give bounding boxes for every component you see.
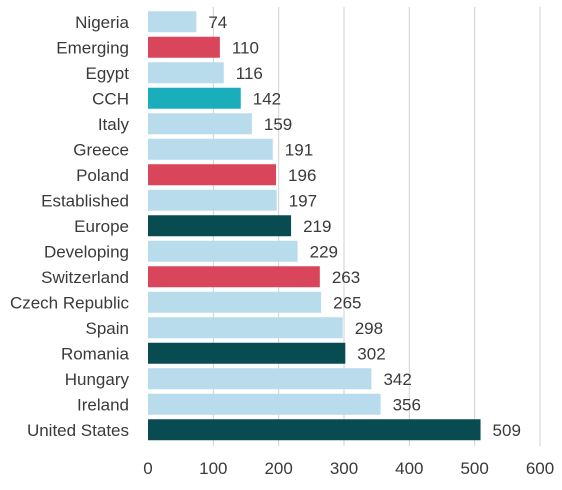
bar-cch	[148, 87, 241, 109]
bar-emerging	[148, 36, 220, 58]
value-label: 159	[264, 115, 292, 134]
value-label: 229	[310, 242, 338, 261]
value-label: 110	[232, 38, 259, 57]
bar-established	[148, 189, 277, 211]
category-labels: Nigeria Emerging Egypt CCH Italy Greece Poland…	[10, 13, 130, 440]
category-label: Italy	[98, 115, 130, 134]
bar-czech-republic	[148, 291, 322, 313]
bars	[148, 11, 481, 441]
category-label: Romania	[61, 344, 130, 363]
bar-hungary	[148, 368, 372, 390]
value-label: 191	[285, 140, 313, 159]
value-label: 342	[383, 370, 411, 389]
x-tick-label: 300	[330, 459, 358, 478]
value-label: 219	[303, 217, 331, 236]
value-label: 116	[236, 64, 263, 83]
value-label: 263	[332, 268, 360, 287]
bar-europe	[148, 215, 292, 237]
category-label: Developing	[44, 242, 129, 261]
category-label: Egypt	[86, 64, 130, 83]
category-label: Greece	[73, 140, 129, 159]
category-label: CCH	[92, 89, 129, 108]
category-label: Ireland	[77, 395, 129, 414]
value-label: 265	[333, 293, 361, 312]
value-label: 509	[493, 421, 521, 440]
category-label: Emerging	[56, 38, 129, 57]
category-label: Europe	[74, 217, 129, 236]
value-label: 196	[288, 166, 316, 185]
value-label: 74	[208, 13, 227, 32]
bar-ireland	[148, 393, 381, 415]
x-tick-label: 0	[143, 459, 152, 478]
value-label: 197	[289, 191, 317, 210]
value-label: 302	[357, 344, 385, 363]
category-label: Switzerland	[41, 268, 129, 287]
value-labels: 74 110 116 142 159 191 196 197 219 229 263 265 298 30…	[208, 13, 521, 440]
category-label: Czech Republic	[10, 293, 130, 312]
value-label: 298	[355, 319, 383, 338]
x-axis-ticks: 0 100 200 300 400 500 600	[143, 459, 554, 478]
bar-spain	[148, 317, 343, 339]
bar-poland	[148, 164, 277, 186]
category-label: Poland	[76, 166, 129, 185]
bar-italy	[148, 113, 252, 135]
x-tick-label: 500	[460, 459, 488, 478]
category-label: Spain	[86, 319, 129, 338]
x-tick-label: 400	[395, 459, 423, 478]
bar-developing	[148, 240, 298, 262]
bar-united-states	[148, 419, 481, 441]
category-label: United States	[27, 421, 129, 440]
value-label: 142	[253, 89, 281, 108]
bar-greece	[148, 138, 273, 160]
x-tick-label: 200	[264, 459, 292, 478]
category-label: Established	[41, 191, 129, 210]
bar-switzerland	[148, 266, 320, 288]
bar-nigeria	[148, 11, 197, 33]
bar-romania	[148, 342, 346, 364]
category-label: Hungary	[65, 370, 130, 389]
value-label: 356	[393, 395, 421, 414]
x-tick-label: 100	[199, 459, 227, 478]
category-label: Nigeria	[75, 13, 129, 32]
x-tick-label: 600	[526, 459, 554, 478]
bar-egypt	[148, 62, 224, 84]
